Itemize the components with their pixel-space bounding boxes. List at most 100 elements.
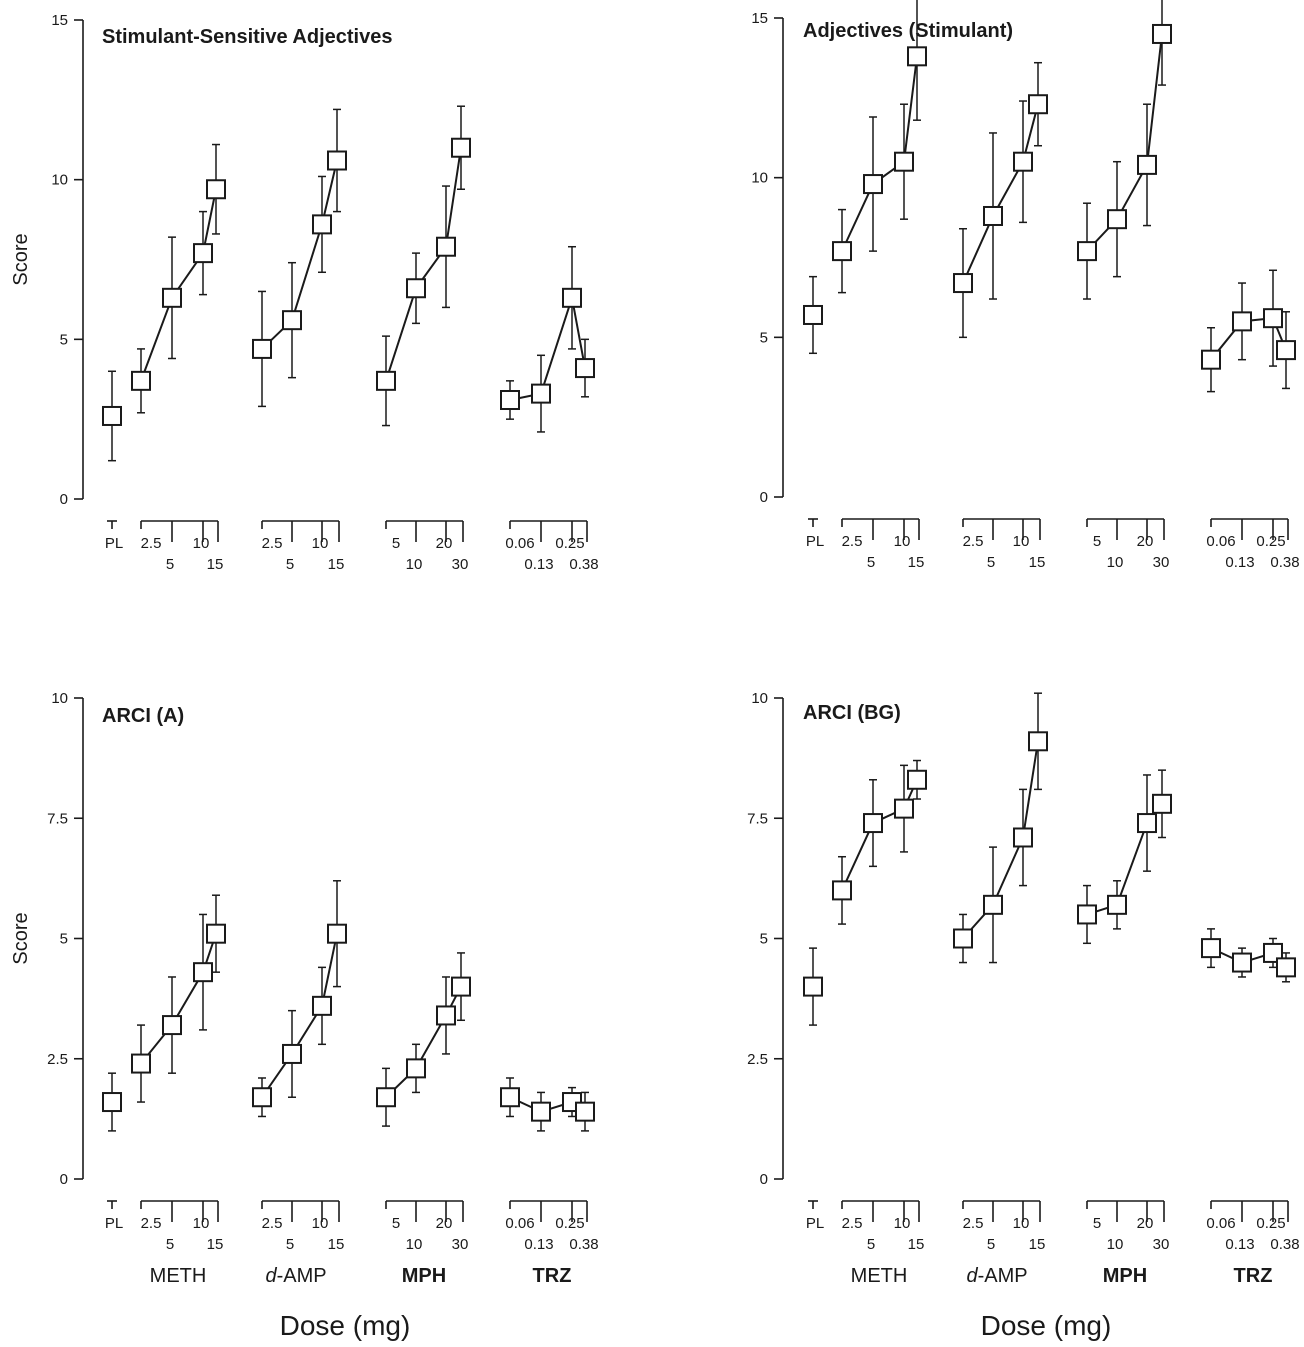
group-label: TRZ [533,1265,572,1287]
data-point [436,236,456,257]
dose-label: 10 [1107,554,1124,571]
dose-label: 0.06 [505,535,534,552]
y-tick-label: 0 [60,491,68,508]
group-label: TRZ [1234,1265,1273,1287]
data-point [832,880,852,901]
series-line-d-AMP [261,933,338,1098]
series-line-METH [841,56,918,252]
dose-label: 5 [286,556,294,573]
data-point [252,338,272,359]
data-point [575,1101,595,1122]
data-point [1028,94,1048,115]
dose-label: PL [806,533,824,550]
dose-label: 0.38 [1270,554,1299,571]
data-point [1201,349,1221,370]
chart-panel-1: 0 5 10 15 Stimulant-Sensitive Adjectives Scor… [10,12,599,573]
dose-label: 2.5 [842,533,863,550]
y-tick-label: 10 [51,172,68,189]
panel-title: Adjectives (Stimulant) [803,20,1013,42]
series-line-METH [140,933,217,1065]
y-tick-label: 5 [60,931,68,948]
y-tick-label: 0 [60,1171,68,1188]
group-label: MPH [1103,1265,1147,1287]
dose-label: 10 [312,1215,329,1232]
dose-label: PL [105,1215,123,1232]
data-point [863,813,883,834]
dose-label: 10 [406,1236,423,1253]
data-point [162,1015,182,1036]
data-point [162,287,182,308]
data-point [1263,308,1283,329]
dose-label: 10 [312,535,329,552]
dose-label: 0.38 [569,1236,598,1253]
x-axis-title: Dose (mg) [981,1310,1112,1341]
series-line-d-AMP [261,160,338,350]
dose-label: 20 [1137,1215,1154,1232]
dose-label: 0.13 [1225,1236,1254,1253]
y-tick-label: 10 [51,690,68,707]
group-label: d-AMP [966,1265,1027,1287]
y-axis-label: Score [10,912,32,964]
data-point [376,1087,396,1108]
dose-label: 10 [894,533,911,550]
dose-label: 10 [1013,533,1030,550]
dose-label: 15 [908,1236,925,1253]
dose-label: 20 [1137,533,1154,550]
y-tick-label: 5 [60,331,68,348]
data-point [406,1058,426,1079]
dose-label: 30 [452,556,469,573]
panel-title: Stimulant-Sensitive Adjectives [102,26,392,48]
dose-label: 10 [193,535,210,552]
y-tick-label: 10 [751,690,768,707]
dose-label: 15 [328,1236,345,1253]
data-point [562,287,582,308]
data-point [907,769,927,790]
dose-label: 10 [894,1215,911,1232]
data-point [983,894,1003,915]
y-tick-label: 7.5 [47,810,68,827]
dose-label: 10 [1107,1236,1124,1253]
y-tick-label: 2.5 [747,1051,768,1068]
dose-label: 5 [867,1236,875,1253]
data-point [436,1005,456,1026]
dose-label: 5 [987,1236,995,1253]
data-point [894,151,914,172]
dose-label: 15 [908,554,925,571]
data-point [1137,813,1157,834]
series-line-TRZ [1210,317,1287,361]
data-point [983,205,1003,226]
dose-label: 2.5 [963,533,984,550]
y-tick-label: 10 [751,170,768,187]
data-point [1028,731,1048,752]
dose-label: 5 [286,1236,294,1253]
data-point [1276,957,1296,978]
dose-label: 15 [328,556,345,573]
data-point [206,179,226,200]
series-line-d-AMP [962,103,1039,284]
dose-label: 0.25 [1256,533,1285,550]
dose-label: 15 [207,1236,224,1253]
series-line-TRZ [509,297,586,401]
data-point [102,1092,122,1113]
data-point [1013,827,1033,848]
dose-label: 20 [436,535,453,552]
data-point [1201,938,1221,959]
dose-label: 5 [1093,533,1101,550]
data-point [206,923,226,944]
dose-label: 0.13 [1225,554,1254,571]
data-point [406,278,426,299]
bottom-labels: METH d-AMP MPH TRZ Dose (mg) METH d-AMP MPH TRZ D… [150,1265,1273,1341]
data-point [451,137,471,158]
data-point [863,174,883,195]
series-line-MPH [385,986,462,1098]
data-point [131,1053,151,1074]
panel-title: ARCI (A) [102,705,184,727]
dose-label: 2.5 [262,535,283,552]
dose-label: 0.06 [505,1215,534,1232]
data-point [193,962,213,983]
data-point [282,1043,302,1064]
series-line-MPH [1086,33,1163,252]
